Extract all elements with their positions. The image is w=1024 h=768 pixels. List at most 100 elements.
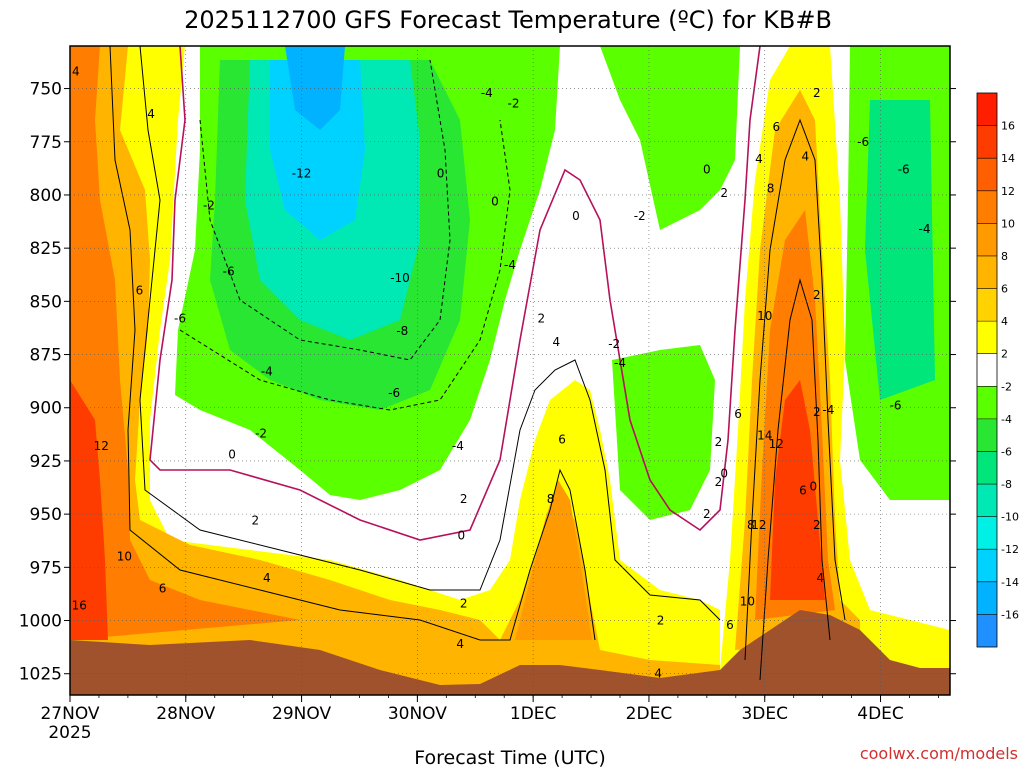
freezing-line — [149, 46, 761, 541]
contour-label: 6 — [734, 407, 742, 421]
contour-label: -6 — [388, 386, 400, 400]
contour-line-4 — [179, 119, 511, 411]
contour-label: -4 — [614, 356, 626, 370]
contour-label: 4 — [654, 667, 662, 681]
colorbar-swatch — [977, 516, 997, 550]
contour-line-3 — [199, 59, 451, 361]
colorbar-label: -6 — [1001, 445, 1012, 458]
contour-label: -4 — [822, 403, 834, 417]
contour-label: 6 — [799, 484, 807, 498]
colorbar-label: 4 — [1001, 315, 1008, 328]
contour-label: 0 — [810, 479, 818, 493]
contour-label: -12 — [292, 167, 312, 181]
contour-label: 4 — [755, 152, 763, 166]
contour-label: 4 — [552, 335, 560, 349]
contour-label: 16 — [72, 599, 87, 613]
colorbar-swatch — [977, 321, 997, 354]
contour-label: 8 — [747, 518, 755, 532]
contour-label: -10 — [390, 271, 410, 285]
contour-label: 2 — [657, 614, 665, 628]
chart-title: 2025112700 GFS Forecast Temperature (ºC)… — [184, 6, 832, 34]
contour-label: 14 — [757, 428, 772, 442]
contour-line-5 — [759, 278, 831, 681]
plot-frame — [69, 45, 951, 696]
contour-label: -6 — [890, 399, 902, 413]
contour-label: 2 — [715, 475, 723, 489]
x-tick-label: 2DEC — [626, 704, 673, 724]
warm-region-dec1 — [515, 480, 592, 640]
contour-label: -2 — [203, 199, 215, 213]
contour-label: 2 — [460, 492, 468, 506]
contour-label: 0 — [491, 194, 499, 208]
contour-label: 2 — [813, 288, 821, 302]
warm-plume-hot — [770, 380, 825, 600]
contour-label: 0 — [572, 209, 580, 223]
colorbar-swatch — [977, 125, 997, 159]
y-tick-label: 975 — [30, 558, 62, 578]
contour-label: 2 — [703, 507, 711, 521]
contour-label: 6 — [558, 433, 566, 447]
colorbar-swatch — [977, 386, 997, 419]
colorbar-swatch — [977, 190, 997, 224]
warm-region-left-hot — [70, 380, 108, 640]
contour-label: 6 — [159, 582, 167, 596]
contour-label: 4 — [801, 150, 809, 164]
grid — [69, 46, 950, 695]
contour-label: -4 — [481, 86, 493, 100]
y-tick-label: 800 — [30, 186, 62, 206]
contour-label: 12 — [751, 518, 766, 532]
contour-label: 2 — [537, 311, 545, 325]
contour-label: -4 — [261, 365, 273, 379]
colorbar-swatch — [977, 484, 997, 517]
y-tick-label: 775 — [30, 133, 62, 153]
x-tick-label: 1DEC — [510, 704, 557, 724]
y-tick-label: 925 — [30, 452, 62, 472]
colorbar-swatch — [977, 418, 997, 452]
contour-label: -2 — [634, 209, 646, 223]
cold-region-upper-right — [600, 46, 740, 230]
contour-label: -2 — [507, 96, 519, 110]
y-tick-label: 900 — [30, 399, 62, 419]
x-axis-label: Forecast Time (UTC) — [414, 747, 605, 768]
contour-label: -4 — [919, 222, 931, 236]
contour-label: -6 — [898, 162, 910, 176]
colorbar-swatch — [977, 614, 997, 647]
x-axis: 27NOV 28NOV 29NOV 30NOV 1DEC 2DEC 3DEC 4DEC — [40, 695, 939, 724]
contour-label: 12 — [94, 439, 109, 453]
contour-label: 0 — [703, 162, 711, 176]
x-tick-year: 2025 — [48, 723, 91, 743]
contour-label: 10 — [757, 309, 772, 323]
colorbar-swatch — [977, 451, 997, 485]
cold-region-core — [285, 46, 345, 130]
contour-label: 2 — [460, 597, 468, 611]
contour-label: 8 — [547, 492, 555, 506]
colorbar-label: -14 — [1001, 576, 1019, 589]
warm-region-left-deep — [70, 46, 300, 640]
colorbar-label: 8 — [1001, 250, 1008, 263]
colorbar-label: -16 — [1001, 608, 1019, 621]
contour-label: 4 — [816, 571, 824, 585]
contour-line-6 — [744, 118, 846, 661]
x-tick-label: 28NOV — [156, 704, 215, 724]
y-tick-label: 850 — [30, 292, 62, 312]
contour-label: 12 — [769, 437, 784, 451]
colorbar-swatch — [977, 93, 997, 126]
contour-label: 2 — [715, 435, 723, 449]
contour-labels: 4461210166-2-6-4-2024-12-10-8-6-42024-4-… — [72, 65, 931, 681]
contour-label: 4 — [72, 65, 80, 79]
cold-region-dec2 — [612, 345, 715, 520]
colorbar-label: -10 — [1001, 511, 1019, 524]
contour-line-1 — [139, 46, 721, 621]
x-tick-label: 30NOV — [388, 704, 447, 724]
colorbar-label: 14 — [1001, 152, 1015, 165]
contour-label: 0 — [458, 528, 466, 542]
colorbar-label: -12 — [1001, 543, 1019, 556]
y-tick-label: 750 — [30, 80, 62, 100]
cold-region-right-inner — [865, 100, 935, 400]
colorbar-label: 12 — [1001, 185, 1015, 198]
contour-label: -4 — [504, 258, 516, 272]
colorbar-label: 16 — [1001, 120, 1015, 133]
plot-area — [70, 46, 950, 695]
